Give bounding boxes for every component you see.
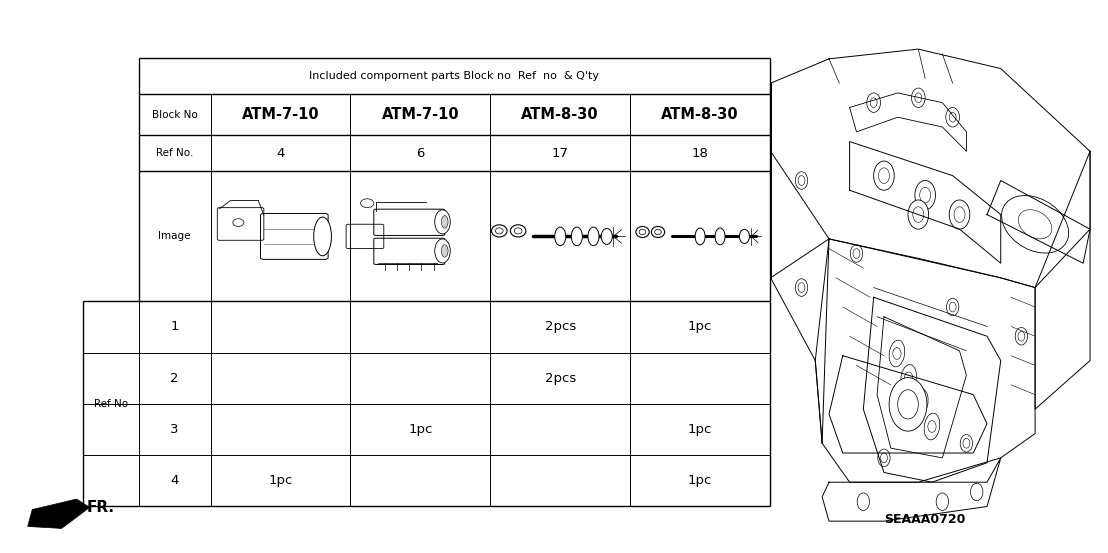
Circle shape — [798, 283, 806, 293]
Text: 1pc: 1pc — [268, 474, 293, 487]
Ellipse shape — [655, 229, 661, 234]
Circle shape — [889, 378, 927, 431]
Text: Block No: Block No — [152, 109, 197, 120]
Ellipse shape — [441, 244, 448, 257]
Circle shape — [1018, 331, 1025, 341]
Text: Ref No: Ref No — [94, 399, 127, 409]
Text: ATM-8-30: ATM-8-30 — [522, 107, 599, 122]
Circle shape — [916, 397, 924, 408]
Text: ATM-8-30: ATM-8-30 — [661, 107, 739, 122]
Circle shape — [878, 449, 890, 467]
Ellipse shape — [924, 413, 940, 440]
Text: ATM-7-10: ATM-7-10 — [381, 107, 459, 122]
Text: 1pc: 1pc — [688, 474, 712, 487]
Circle shape — [927, 421, 936, 432]
Circle shape — [950, 112, 956, 122]
Ellipse shape — [572, 227, 583, 246]
Text: 2pcs: 2pcs — [545, 320, 576, 333]
Text: 1: 1 — [171, 320, 178, 333]
Ellipse shape — [739, 229, 749, 243]
Text: 2: 2 — [171, 372, 178, 385]
Ellipse shape — [1002, 196, 1068, 253]
Text: Included compornent parts Block no  Ref  no  & Q'ty: Included compornent parts Block no Ref n… — [309, 71, 599, 81]
Ellipse shape — [441, 216, 448, 228]
Circle shape — [912, 88, 925, 107]
Ellipse shape — [901, 364, 916, 391]
Ellipse shape — [588, 227, 599, 246]
Circle shape — [897, 390, 919, 419]
Text: 1pc: 1pc — [688, 320, 712, 333]
Ellipse shape — [1018, 210, 1051, 239]
Polygon shape — [28, 499, 90, 529]
Circle shape — [946, 107, 960, 127]
Text: Image: Image — [158, 231, 191, 242]
Circle shape — [870, 98, 878, 107]
Ellipse shape — [639, 229, 646, 234]
Ellipse shape — [434, 210, 450, 234]
Ellipse shape — [514, 228, 522, 234]
Circle shape — [961, 435, 973, 452]
Circle shape — [858, 493, 870, 510]
Text: 4: 4 — [171, 474, 178, 487]
Text: 2pcs: 2pcs — [545, 372, 576, 385]
Circle shape — [936, 493, 948, 510]
Circle shape — [853, 249, 860, 258]
Text: 1pc: 1pc — [688, 422, 712, 436]
Ellipse shape — [602, 228, 613, 244]
Circle shape — [866, 93, 881, 112]
Ellipse shape — [434, 239, 450, 263]
Circle shape — [963, 439, 970, 448]
Circle shape — [796, 279, 808, 296]
Text: 4: 4 — [276, 147, 285, 160]
Text: SEAAA0720: SEAAA0720 — [884, 513, 966, 526]
Ellipse shape — [492, 225, 507, 237]
Text: 17: 17 — [552, 147, 568, 160]
Circle shape — [920, 187, 931, 203]
Circle shape — [1015, 327, 1027, 345]
Ellipse shape — [889, 340, 905, 367]
Circle shape — [950, 200, 970, 229]
Circle shape — [954, 207, 965, 222]
Circle shape — [796, 172, 808, 189]
Text: 1pc: 1pc — [408, 422, 432, 436]
Ellipse shape — [495, 228, 503, 234]
Circle shape — [915, 180, 935, 210]
Circle shape — [913, 207, 924, 222]
Text: 6: 6 — [417, 147, 424, 160]
Ellipse shape — [652, 226, 665, 237]
Circle shape — [879, 168, 890, 184]
Circle shape — [950, 302, 956, 312]
Ellipse shape — [511, 225, 526, 237]
Circle shape — [798, 176, 806, 185]
Ellipse shape — [314, 217, 331, 255]
Circle shape — [874, 161, 894, 190]
Ellipse shape — [913, 389, 929, 415]
Circle shape — [904, 372, 913, 384]
Text: FR.: FR. — [86, 500, 114, 515]
Text: ATM-7-10: ATM-7-10 — [242, 107, 319, 122]
Ellipse shape — [695, 228, 705, 245]
Ellipse shape — [715, 228, 725, 245]
Circle shape — [850, 245, 863, 262]
Circle shape — [909, 200, 929, 229]
Circle shape — [893, 348, 901, 359]
Circle shape — [881, 453, 888, 463]
Ellipse shape — [555, 227, 566, 246]
Circle shape — [915, 93, 922, 103]
Circle shape — [946, 298, 958, 316]
Circle shape — [971, 483, 983, 500]
Text: 3: 3 — [171, 422, 178, 436]
Ellipse shape — [636, 226, 649, 237]
Text: Ref No.: Ref No. — [156, 148, 193, 159]
Text: 18: 18 — [691, 147, 708, 160]
